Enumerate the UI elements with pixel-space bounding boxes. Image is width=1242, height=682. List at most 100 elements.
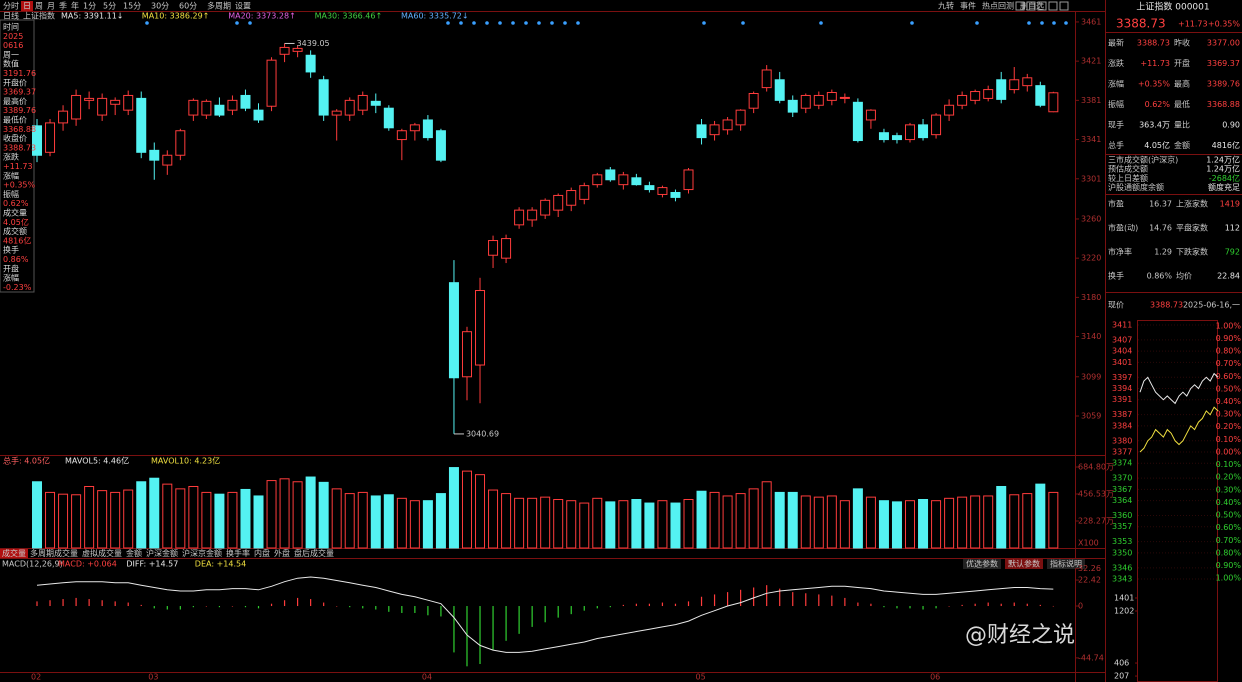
indicator-tab[interactable]: 虚拟成交量 [82, 548, 122, 558]
y2-tick-label: 0.90% [1216, 334, 1242, 343]
info-item: 振幅 [3, 189, 19, 199]
chart-title: 日线 [3, 11, 19, 21]
info-item: 最高价 [3, 96, 27, 106]
indicator-tab[interactable]: 换手率 [226, 548, 250, 558]
y2-tick-label: 0.40% [1216, 498, 1242, 507]
period-tab[interactable]: 1分 [83, 2, 96, 11]
volume-bar [800, 495, 811, 549]
volume-bar [292, 481, 303, 549]
quote-value: 3377.00 [1207, 39, 1240, 48]
volume-bar [318, 481, 329, 549]
quote-label: 开盘 [1174, 58, 1190, 68]
volume-bar [188, 485, 199, 549]
period-tab[interactable]: 分时 [3, 1, 19, 11]
indicator-tab[interactable]: 内盘 [254, 548, 270, 558]
event-marker [576, 21, 580, 25]
tool-button[interactable]: 事件 [960, 1, 976, 11]
indicator-tab[interactable]: 多周期成交量 [30, 548, 78, 558]
macd-bar [36, 601, 38, 607]
macd-bar [583, 606, 585, 611]
stat-value: 14.76 [1149, 224, 1172, 233]
period-tab[interactable]: 月 [47, 2, 55, 11]
volume-bar [670, 502, 681, 549]
macd-bar [440, 606, 442, 617]
volume-bar [357, 491, 368, 549]
candle-body [579, 185, 590, 200]
period-tab[interactable]: 设置 [235, 1, 251, 11]
candle-body [1022, 77, 1033, 87]
info-item: 3388.73 [3, 143, 36, 152]
y2-tick-label: 0.80% [1216, 548, 1242, 557]
macd-legend: DEA: +14.54 [195, 560, 246, 569]
period-tab[interactable]: 周 [35, 2, 43, 11]
indicator-tab[interactable]: 金额 [126, 548, 142, 558]
y-tick-label: 406 [1114, 659, 1129, 668]
candle-body [488, 240, 499, 256]
macd-bar [674, 603, 677, 607]
macd-bar [362, 606, 364, 609]
indicator-tab[interactable]: 沪深金额 [146, 548, 178, 558]
period-tab[interactable]: 5分 [103, 2, 116, 11]
macd-bar [818, 594, 820, 607]
stat-value: 0.86% [1147, 272, 1173, 281]
info-item: 0.86% [3, 255, 29, 264]
candle-body [45, 122, 56, 153]
event-marker [459, 21, 463, 25]
stat-label: 换手 [1108, 271, 1124, 281]
indicator-button[interactable] [1047, 559, 1085, 569]
indicator-button[interactable] [963, 559, 1001, 569]
macd-bar [179, 606, 181, 610]
volume-bar [944, 497, 955, 549]
candle-body [631, 177, 642, 186]
y-tick-label: 3357 [1112, 522, 1132, 531]
tool-button[interactable]: 删自选 [1020, 1, 1044, 11]
period-tab[interactable]: 多周期 [207, 1, 231, 11]
index-name: 上证指数 [23, 11, 55, 21]
candle-body [71, 94, 82, 120]
indicator-button[interactable] [1005, 559, 1043, 569]
quote-label: 最高 [1174, 79, 1190, 89]
y-tick-label: 3380 [1112, 436, 1132, 445]
tool-button[interactable]: 九转 [938, 1, 954, 11]
volume-legend: MAVOL10: 4.23亿 [151, 456, 220, 466]
y2-tick-label: 0.80% [1216, 347, 1242, 356]
info-box [0, 19, 35, 293]
volume-bar [253, 495, 264, 549]
indicator-tab[interactable]: 成交量 [2, 548, 26, 558]
indicator-tab[interactable]: 盘后成交量 [294, 548, 334, 558]
indicator-tab[interactable]: 沪深京金额 [182, 548, 222, 558]
period-tab[interactable]: 30分 [151, 2, 169, 11]
volume-bar [722, 495, 733, 549]
indicator-button-label[interactable]: 默认参数 [1008, 559, 1040, 569]
macd-bar [648, 603, 651, 607]
y2-tick-label: 0.50% [1216, 384, 1242, 393]
candle-body [409, 124, 420, 132]
macd-bar [844, 597, 846, 607]
macd-bar [531, 606, 533, 627]
volume-bar [1009, 494, 1020, 549]
period-tab[interactable]: 15分 [123, 2, 141, 11]
active-tab [21, 1, 33, 11]
period-tab[interactable]: 季 [59, 1, 67, 11]
volume-bar [553, 499, 564, 549]
candle-body [123, 94, 134, 111]
event-marker [524, 21, 528, 25]
event-marker [498, 21, 502, 25]
volume-legend: 总手: 4.05亿 [3, 456, 50, 466]
info-item: 0.62% [3, 199, 29, 208]
candle-body [84, 97, 95, 101]
macd-bar [1000, 603, 1002, 607]
tool-button[interactable]: 热点回测 [982, 1, 1014, 11]
period-tab[interactable]: 60分 [179, 2, 197, 11]
period-tab[interactable]: 日 [23, 2, 31, 11]
indicator-tab[interactable]: 外盘 [274, 548, 290, 558]
macd-bar [922, 606, 924, 610]
indicator-button-label[interactable]: 优选参数 [966, 559, 998, 569]
tool-icon [1015, 1, 1025, 11]
indicator-button-label[interactable]: 指标说明 [1050, 559, 1082, 569]
volume-bar [566, 500, 577, 549]
event-marker [235, 21, 239, 25]
ma-legend: MA10: 3386.29↑ [142, 12, 210, 21]
period-tab[interactable]: 年 [71, 1, 79, 11]
